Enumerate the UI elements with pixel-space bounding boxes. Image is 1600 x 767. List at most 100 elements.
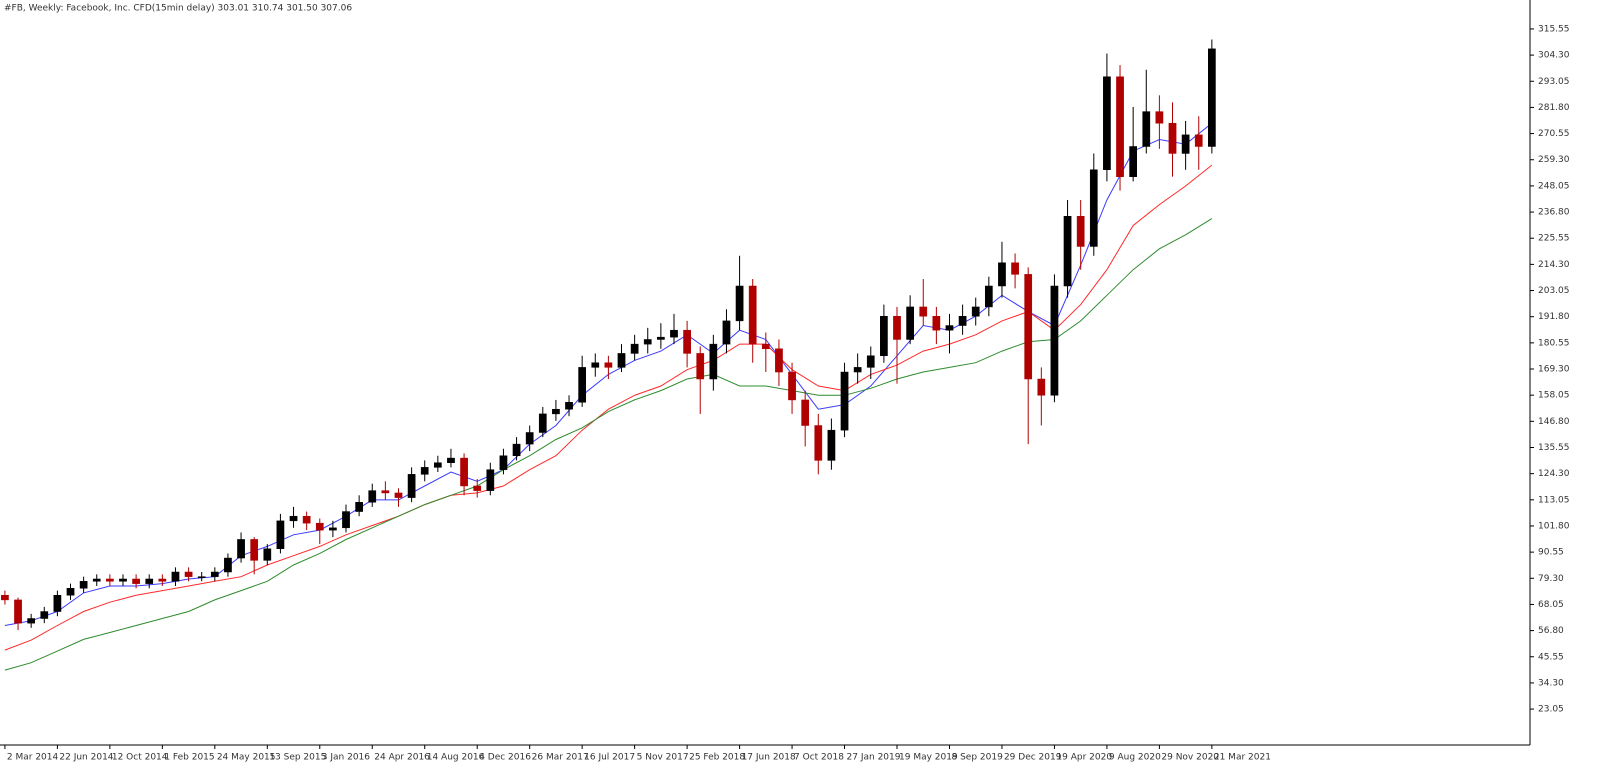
candle-body bbox=[210, 571, 219, 577]
y-tick-label: 79.30 bbox=[1538, 574, 1564, 584]
candle-body bbox=[827, 429, 836, 461]
candle-body bbox=[132, 578, 140, 584]
x-tick-label: 2 Mar 2014 bbox=[7, 753, 59, 763]
y-tick-label: 90.55 bbox=[1538, 548, 1564, 558]
y-tick-label: 101.80 bbox=[1538, 521, 1570, 531]
y-tick-label: 158.05 bbox=[1538, 391, 1570, 401]
candle-body bbox=[289, 515, 298, 522]
candle-body bbox=[342, 511, 350, 529]
candle-body bbox=[66, 588, 75, 596]
y-tick-label: 315.55 bbox=[1538, 24, 1570, 34]
candle-body bbox=[119, 578, 127, 582]
candle-body bbox=[630, 343, 639, 354]
candle-body bbox=[184, 571, 193, 577]
candle-body bbox=[591, 362, 600, 368]
candle-body bbox=[1076, 215, 1085, 247]
x-tick-label: 29 Nov 2020 bbox=[1161, 753, 1219, 763]
candle-body bbox=[171, 571, 180, 582]
x-tick-label: 24 May 2015 bbox=[217, 753, 276, 763]
y-tick-label: 281.80 bbox=[1538, 103, 1570, 113]
candle-body bbox=[1011, 262, 1019, 275]
candle-body bbox=[998, 262, 1006, 287]
candle-body bbox=[1050, 285, 1059, 396]
candle-body bbox=[1063, 215, 1072, 287]
candle-body bbox=[617, 353, 626, 368]
y-tick-label: 293.05 bbox=[1538, 77, 1570, 87]
candle-body bbox=[1155, 111, 1164, 124]
y-tick-label: 56.80 bbox=[1538, 626, 1564, 636]
candle-body bbox=[840, 371, 849, 431]
moving-average-line bbox=[4, 218, 1213, 671]
y-tick-label: 169.30 bbox=[1538, 365, 1570, 375]
candle-body bbox=[79, 581, 88, 589]
candle-body bbox=[919, 306, 928, 317]
candle-body bbox=[407, 474, 416, 498]
x-tick-label: 22 Jun 2014 bbox=[59, 753, 113, 763]
candle-body bbox=[788, 371, 796, 401]
candle-body bbox=[486, 469, 495, 491]
y-tick-label: 248.05 bbox=[1538, 181, 1570, 191]
y-tick-label: 68.05 bbox=[1538, 600, 1564, 610]
x-tick-label: 9 Aug 2020 bbox=[1109, 753, 1161, 763]
candle-body bbox=[866, 355, 875, 368]
x-tick-label: 25 Feb 2018 bbox=[689, 753, 745, 763]
candle-body bbox=[657, 336, 665, 340]
candle-body bbox=[237, 539, 245, 559]
y-tick-label: 191.80 bbox=[1538, 312, 1570, 322]
candle-body bbox=[355, 501, 363, 512]
candle-body bbox=[368, 490, 377, 503]
y-tick-label: 203.05 bbox=[1538, 286, 1570, 296]
x-tick-label: 24 Apr 2016 bbox=[374, 753, 430, 763]
candle-body bbox=[315, 522, 324, 531]
candle-body bbox=[958, 315, 967, 326]
candle-body bbox=[499, 455, 508, 470]
candle-body bbox=[893, 315, 901, 340]
candle-body bbox=[420, 467, 429, 475]
y-tick-label: 113.05 bbox=[1538, 495, 1570, 505]
x-tick-label: 13 Sep 2015 bbox=[269, 753, 326, 763]
candle-body bbox=[643, 339, 652, 345]
candle-body bbox=[604, 362, 613, 368]
candle-body bbox=[552, 408, 560, 415]
candle-body bbox=[853, 367, 862, 373]
x-tick-label: 19 Apr 2020 bbox=[1056, 753, 1112, 763]
y-tick-label: 180.55 bbox=[1538, 338, 1570, 348]
y-tick-label: 23.05 bbox=[1538, 705, 1564, 715]
candle-body bbox=[1116, 76, 1124, 177]
y-tick-label: 259.30 bbox=[1538, 155, 1570, 165]
candle-body bbox=[1024, 274, 1033, 380]
candle-body bbox=[945, 325, 954, 331]
candle-body bbox=[224, 557, 232, 573]
candle-body bbox=[525, 432, 534, 445]
candle-body bbox=[709, 343, 718, 380]
y-tick-label: 270.55 bbox=[1538, 129, 1570, 139]
x-tick-label: 3 Jan 2016 bbox=[322, 753, 370, 763]
candle-body bbox=[302, 515, 311, 524]
candle-body bbox=[106, 578, 114, 582]
candle-body bbox=[14, 599, 22, 624]
candle-body bbox=[735, 285, 744, 322]
candle-body bbox=[906, 306, 914, 340]
candle-body bbox=[1208, 48, 1216, 147]
y-tick-label: 146.80 bbox=[1538, 417, 1570, 427]
x-tick-label: 4 Dec 2016 bbox=[479, 753, 531, 763]
candle-body bbox=[801, 399, 810, 426]
candle-body bbox=[880, 315, 888, 357]
y-tick-label: 236.80 bbox=[1538, 208, 1570, 218]
candle-body bbox=[145, 578, 154, 584]
candle-body bbox=[1129, 146, 1138, 177]
y-tick-label: 34.30 bbox=[1538, 678, 1564, 688]
candle-body bbox=[263, 548, 272, 561]
x-tick-label: 14 Aug 2016 bbox=[427, 753, 485, 763]
x-tick-label: 26 Mar 2017 bbox=[532, 753, 589, 763]
candle-body bbox=[250, 539, 259, 561]
candle-body bbox=[92, 578, 101, 582]
candle-body bbox=[814, 425, 823, 461]
y-tick-label: 135.55 bbox=[1538, 443, 1570, 453]
candle-body bbox=[748, 285, 757, 345]
candle-body bbox=[512, 443, 521, 456]
candle-body bbox=[565, 402, 573, 410]
candle-body bbox=[1181, 134, 1190, 154]
candle-body bbox=[670, 329, 678, 338]
